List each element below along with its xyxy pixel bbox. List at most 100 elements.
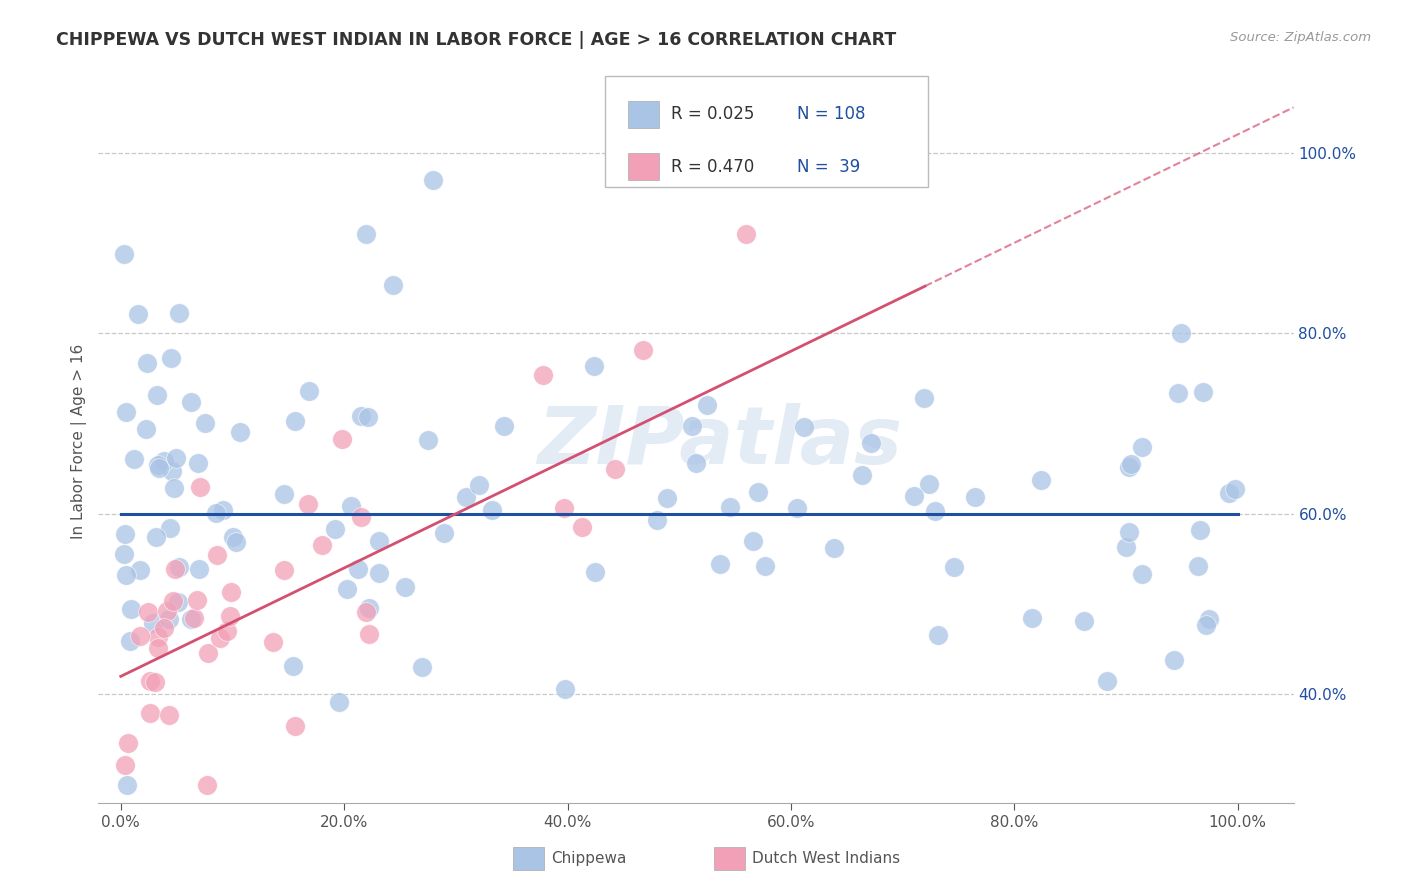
- Point: [1198, 612, 1220, 626]
- Point: [1192, 385, 1215, 400]
- Point: [394, 580, 416, 594]
- Point: [735, 227, 758, 241]
- Point: [135, 422, 157, 436]
- Point: [963, 490, 986, 504]
- Point: [823, 541, 845, 555]
- Point: [1132, 441, 1154, 455]
- Point: [157, 708, 180, 723]
- Point: [583, 565, 606, 579]
- Point: [356, 605, 378, 619]
- Point: [112, 247, 135, 261]
- Point: [115, 778, 138, 792]
- Point: [1218, 486, 1240, 500]
- Point: [924, 504, 946, 518]
- Point: [114, 547, 136, 561]
- Point: [416, 434, 439, 448]
- Point: [146, 388, 169, 402]
- Point: [165, 562, 187, 576]
- Point: [128, 629, 150, 643]
- Point: [297, 498, 319, 512]
- Text: R = 0.470: R = 0.470: [671, 158, 754, 176]
- Point: [356, 227, 378, 241]
- Point: [217, 624, 239, 638]
- Text: Source: ZipAtlas.com: Source: ZipAtlas.com: [1230, 31, 1371, 45]
- Point: [209, 631, 232, 645]
- Point: [188, 562, 211, 576]
- Point: [1118, 525, 1140, 540]
- Point: [553, 500, 575, 515]
- Point: [162, 594, 184, 608]
- Point: [169, 559, 191, 574]
- Point: [433, 526, 456, 541]
- Point: [350, 409, 373, 423]
- Point: [188, 480, 211, 494]
- Point: [262, 635, 284, 649]
- Point: [1189, 523, 1212, 537]
- Point: [197, 647, 219, 661]
- Point: [273, 487, 295, 501]
- Point: [531, 368, 554, 382]
- Point: [330, 433, 353, 447]
- Point: [163, 481, 186, 495]
- Point: [1029, 473, 1052, 487]
- Point: [381, 277, 404, 292]
- Point: [167, 306, 190, 320]
- Point: [148, 461, 170, 475]
- Point: [1170, 326, 1192, 340]
- Point: [120, 634, 142, 648]
- Point: [156, 604, 179, 618]
- Point: [685, 456, 707, 470]
- Point: [221, 530, 243, 544]
- Point: [205, 548, 228, 562]
- Point: [411, 660, 433, 674]
- Point: [468, 477, 491, 491]
- Point: [927, 628, 949, 642]
- Point: [336, 582, 359, 596]
- Point: [127, 307, 149, 321]
- Text: R = 0.025: R = 0.025: [671, 105, 754, 123]
- Point: [114, 757, 136, 772]
- Point: [225, 535, 247, 549]
- Point: [153, 454, 176, 468]
- Point: [1163, 653, 1185, 667]
- Point: [219, 585, 242, 599]
- Point: [139, 674, 162, 689]
- Point: [1095, 673, 1118, 688]
- Point: [194, 416, 217, 430]
- Point: [311, 538, 333, 552]
- Point: [120, 602, 142, 616]
- Text: CHIPPEWA VS DUTCH WEST INDIAN IN LABOR FORCE | AGE > 16 CORRELATION CHART: CHIPPEWA VS DUTCH WEST INDIAN IN LABOR F…: [56, 31, 897, 49]
- Y-axis label: In Labor Force | Age > 16: In Labor Force | Age > 16: [72, 344, 87, 539]
- Point: [1130, 567, 1153, 582]
- Point: [1195, 617, 1218, 632]
- Point: [143, 675, 166, 690]
- Text: Chippewa: Chippewa: [551, 851, 627, 865]
- Point: [153, 621, 176, 635]
- Point: [917, 477, 939, 491]
- Text: ZIPatlas: ZIPatlas: [537, 402, 903, 481]
- Point: [122, 451, 145, 466]
- Point: [1167, 386, 1189, 401]
- Point: [284, 414, 307, 428]
- Point: [456, 490, 478, 504]
- Point: [1187, 558, 1209, 573]
- Point: [747, 484, 769, 499]
- Point: [229, 425, 252, 439]
- Point: [139, 706, 162, 720]
- Point: [195, 778, 218, 792]
- Point: [218, 609, 240, 624]
- Point: [1118, 460, 1140, 475]
- Point: [136, 605, 159, 619]
- Point: [367, 534, 389, 549]
- Point: [115, 567, 138, 582]
- Point: [356, 410, 378, 425]
- Point: [115, 404, 138, 418]
- Point: [422, 172, 444, 186]
- Point: [1073, 614, 1095, 628]
- Point: [114, 527, 136, 541]
- Point: [273, 563, 295, 577]
- Point: [117, 736, 139, 750]
- Point: [187, 456, 209, 470]
- Point: [166, 595, 188, 609]
- Point: [160, 351, 183, 366]
